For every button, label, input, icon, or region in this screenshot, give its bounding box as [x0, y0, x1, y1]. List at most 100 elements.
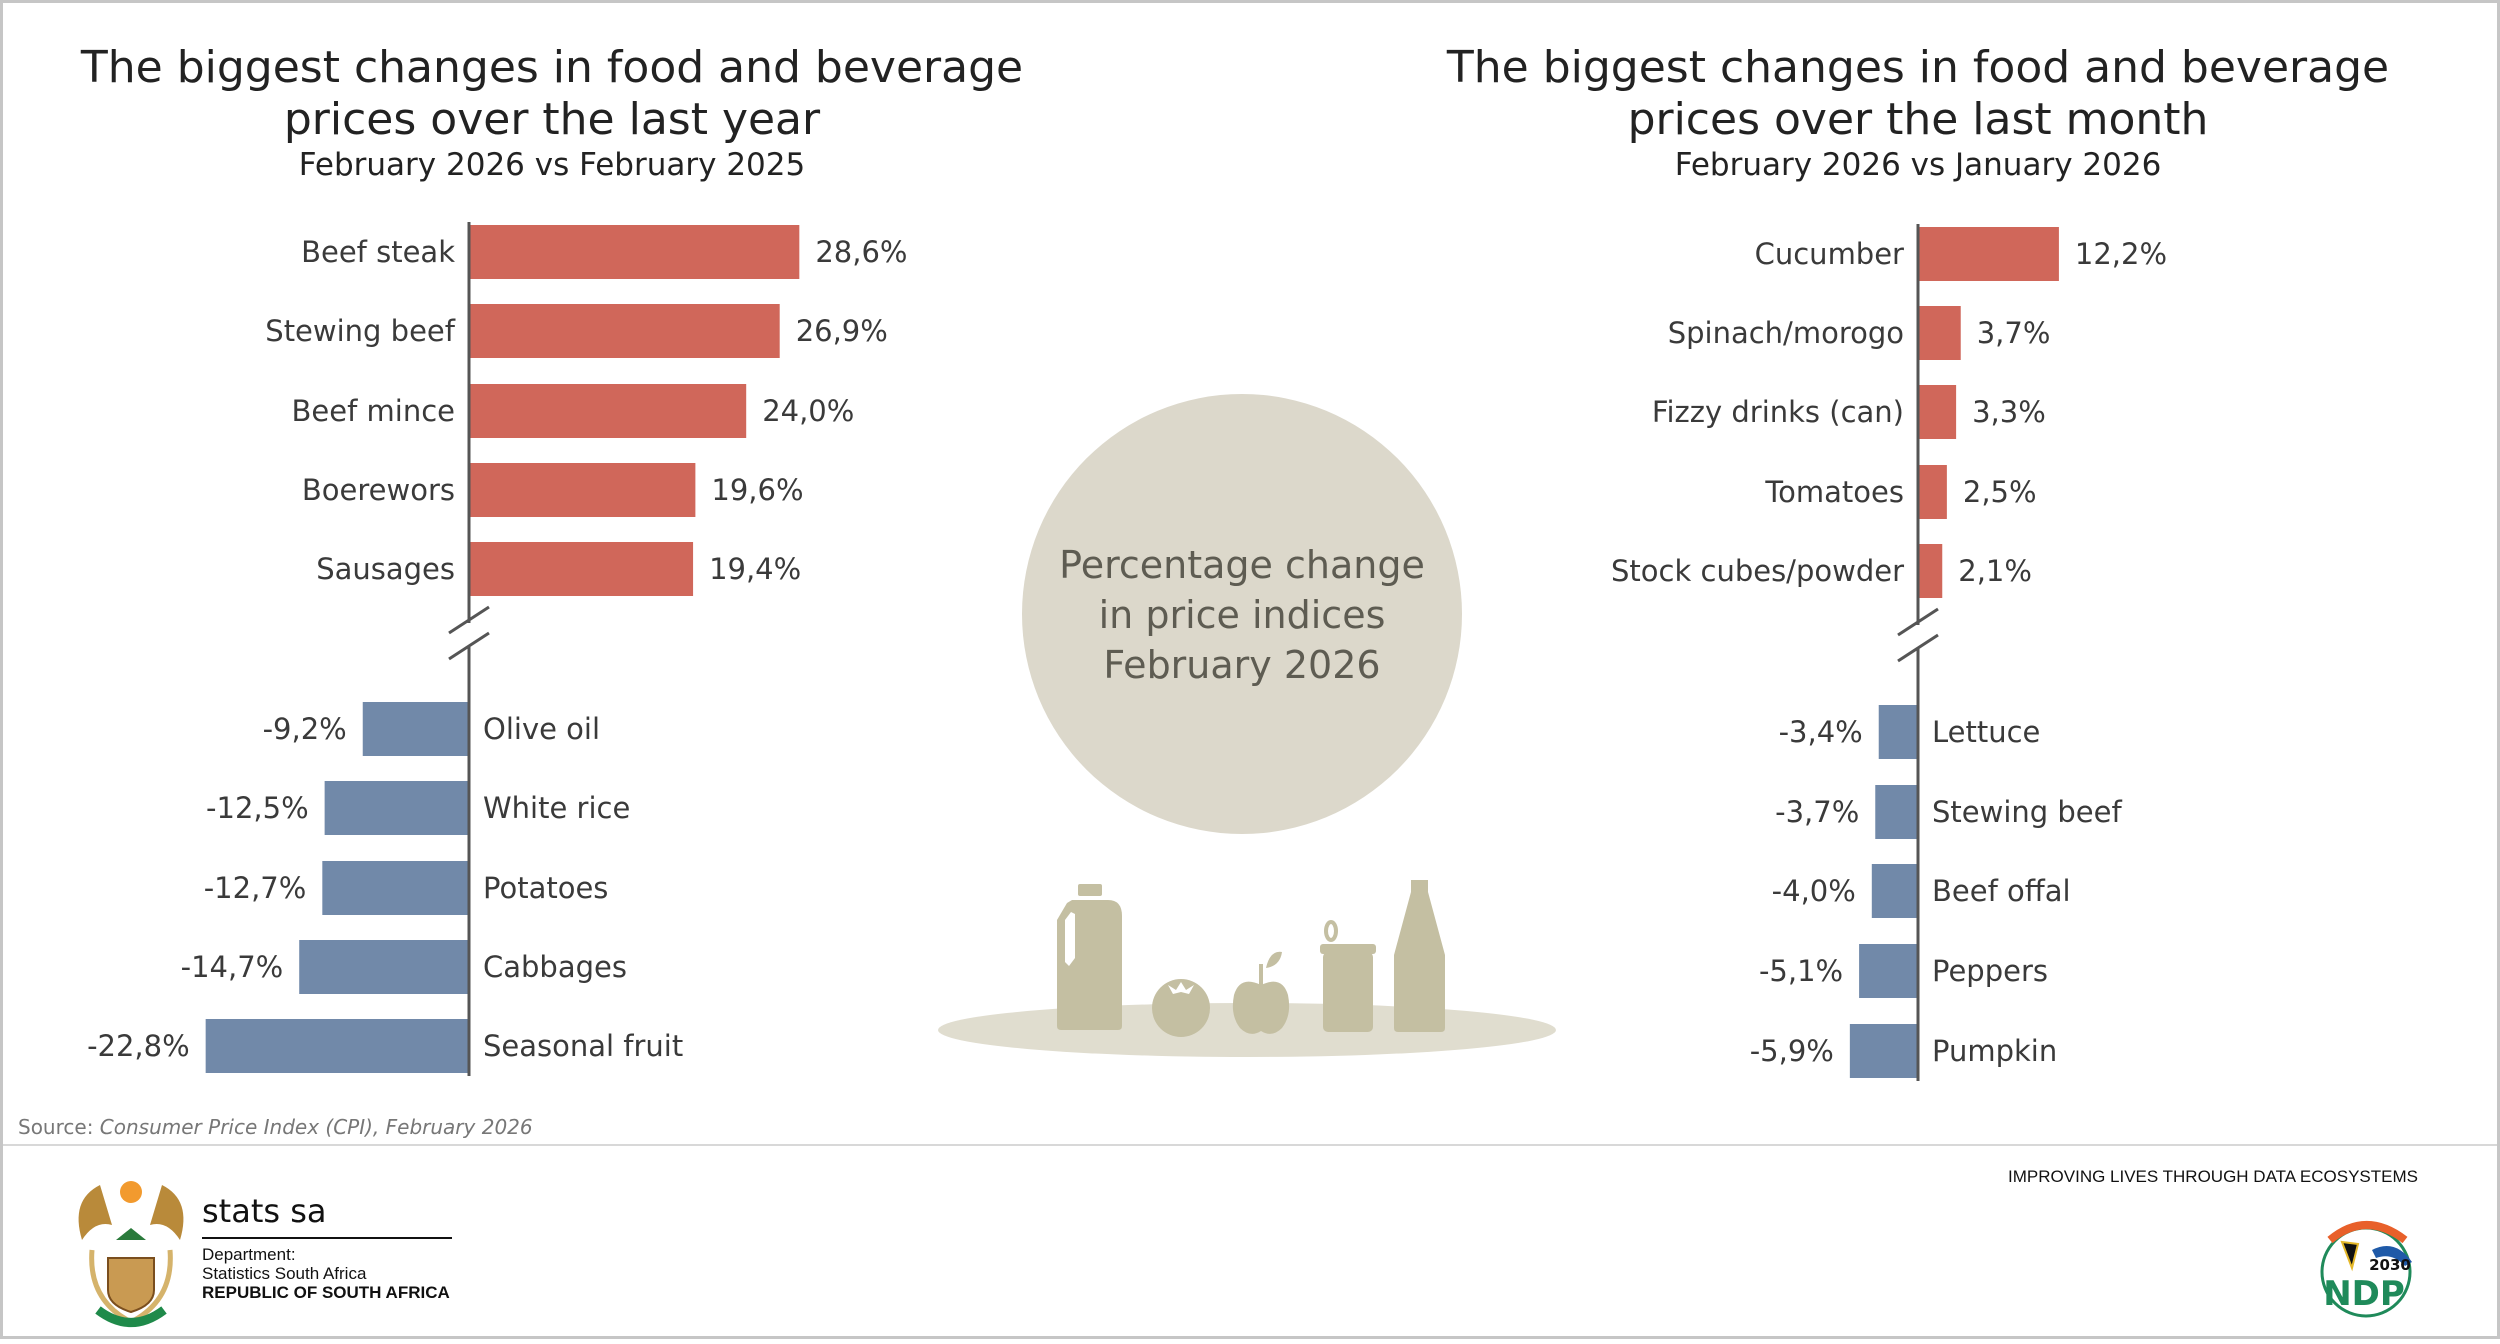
- center-badge: Percentage change in price indices Febru…: [1022, 394, 1462, 834]
- bar-row: Olive oil -9,2%: [263, 702, 600, 756]
- bar-row: Stewing beef 26,9%: [265, 304, 888, 358]
- bar: [322, 861, 469, 915]
- right-chart-subtitle: February 2026 vs January 2026: [1675, 147, 2162, 183]
- bar: [1878, 705, 1918, 759]
- category-label: Olive oil: [483, 712, 600, 746]
- value-label: 28,6%: [815, 235, 907, 269]
- value-label: 3,3%: [1972, 395, 2046, 429]
- bar: [1918, 385, 1957, 439]
- source-note: Source: Consumer Price Index (CPI), Febr…: [18, 1115, 533, 1139]
- center-text-line-3: February 2026: [1103, 643, 1380, 687]
- category-label: Peppers: [1932, 954, 2048, 988]
- bar: [469, 384, 747, 438]
- category-label: Stewing beef: [265, 314, 455, 348]
- tagline: IMPROVING LIVES THROUGH DATA ECOSYSTEMS: [2008, 1167, 2418, 1186]
- bar: [469, 463, 696, 517]
- category-label: Beef steak: [301, 235, 455, 269]
- bar: [362, 702, 469, 756]
- category-label: Beef offal: [1932, 874, 2071, 908]
- bar: [1875, 785, 1918, 839]
- bar-row: Cabbages -14,7%: [181, 940, 627, 994]
- center-text-line-1: Percentage change: [1059, 543, 1425, 587]
- source-text: Consumer Price Index (CPI), February 202…: [100, 1115, 533, 1139]
- category-label: Potatoes: [483, 871, 608, 905]
- value-label: 19,6%: [711, 473, 803, 507]
- right-bar-chart: Cucumber 12,2% Spinach/morogo 3,7% Fizzy dri…: [1611, 224, 2167, 1081]
- coat-of-arms-icon: [78, 1181, 184, 1327]
- category-label: Cucumber: [1755, 237, 1904, 271]
- bar-row: Fizzy drinks (can) 3,3%: [1652, 385, 2046, 439]
- bar: [1918, 465, 1947, 519]
- food-illustration: [938, 880, 1556, 1057]
- bar-row: Sausages 19,4%: [316, 542, 801, 596]
- ndp-text: NDP: [2323, 1274, 2405, 1314]
- bar-row: Beef steak 28,6%: [301, 225, 907, 279]
- axis-break-mark: [1897, 607, 1939, 637]
- category-label: Fizzy drinks (can): [1652, 395, 1904, 429]
- value-label: -22,8%: [87, 1029, 190, 1063]
- value-label: 26,9%: [796, 314, 888, 348]
- axis-break-mark: [448, 631, 490, 661]
- category-label: Seasonal fruit: [483, 1029, 683, 1063]
- bar: [469, 542, 694, 596]
- value-label: -12,5%: [206, 791, 309, 825]
- bar: [1918, 306, 1961, 360]
- value-label: 2,5%: [1963, 475, 2037, 509]
- right-chart-header: The biggest changes in food and beverage…: [1446, 42, 2389, 183]
- bar-row: Pumpkin -5,9%: [1750, 1024, 2057, 1078]
- axis-break-mark: [448, 605, 490, 635]
- category-label: Sausages: [316, 552, 455, 586]
- dept-line-3: REPUBLIC OF SOUTH AFRICA: [202, 1283, 450, 1302]
- dept-line-1: Department:: [202, 1245, 296, 1264]
- source-prefix: Source:: [18, 1115, 100, 1139]
- milk-jug-icon: [1057, 884, 1122, 1030]
- bar-row: Peppers -5,1%: [1759, 944, 2048, 998]
- left-chart-header: The biggest changes in food and beverage…: [80, 42, 1023, 183]
- value-label: -9,2%: [263, 712, 347, 746]
- tomato-icon: [1152, 979, 1210, 1037]
- apple-icon: [1232, 951, 1290, 1034]
- ndp-2030-logo: 2030 NDP: [2320, 1221, 2412, 1318]
- category-label: Stewing beef: [1932, 795, 2122, 829]
- right-chart-title-line-2: prices over the last month: [1628, 94, 2209, 145]
- bar: [299, 940, 469, 994]
- axis-break-mark: [1897, 633, 1939, 663]
- dept-line-2: Statistics South Africa: [202, 1264, 367, 1283]
- category-label: White rice: [483, 791, 630, 825]
- bar: [469, 304, 780, 358]
- bar-row: Boerewors 19,6%: [302, 463, 804, 517]
- bar-row: Stewing beef -3,7%: [1775, 785, 2122, 839]
- bar: [205, 1019, 469, 1073]
- category-label: Boerewors: [302, 473, 455, 507]
- bar: [1859, 944, 1918, 998]
- center-text-line-2: in price indices: [1099, 593, 1386, 637]
- value-label: -3,4%: [1779, 715, 1863, 749]
- value-label: -5,1%: [1759, 954, 1843, 988]
- value-label: 3,7%: [1977, 316, 2051, 350]
- value-label: 19,4%: [709, 552, 801, 586]
- left-bar-chart: Beef steak 28,6% Stewing beef 26,9% Beef min…: [87, 222, 907, 1076]
- left-chart-title-line-2: prices over the last year: [284, 94, 821, 145]
- category-label: Pumpkin: [1932, 1034, 2057, 1068]
- value-label: 24,0%: [762, 394, 854, 428]
- category-label: Tomatoes: [1764, 475, 1904, 509]
- value-label: -14,7%: [181, 950, 284, 984]
- category-label: Beef mince: [292, 394, 455, 428]
- value-label: 12,2%: [2075, 237, 2167, 271]
- bar-row: Beef mince 24,0%: [292, 384, 854, 438]
- right-chart-title-line-1: The biggest changes in food and beverage: [1446, 42, 2389, 93]
- value-label: -5,9%: [1750, 1034, 1834, 1068]
- left-chart-title-line-1: The biggest changes in food and beverage: [80, 42, 1023, 93]
- bar: [1918, 544, 1943, 598]
- category-label: Lettuce: [1932, 715, 2040, 749]
- bar: [324, 781, 469, 835]
- bar-row: White rice -12,5%: [206, 781, 630, 835]
- bar-row: Beef offal -4,0%: [1772, 864, 2071, 918]
- jar-icon: [1320, 920, 1376, 1032]
- bottle-icon: [1394, 880, 1445, 1032]
- ndp-year: 2030: [2369, 1256, 2411, 1274]
- center-circle: [1022, 394, 1462, 834]
- bar: [1849, 1024, 1918, 1078]
